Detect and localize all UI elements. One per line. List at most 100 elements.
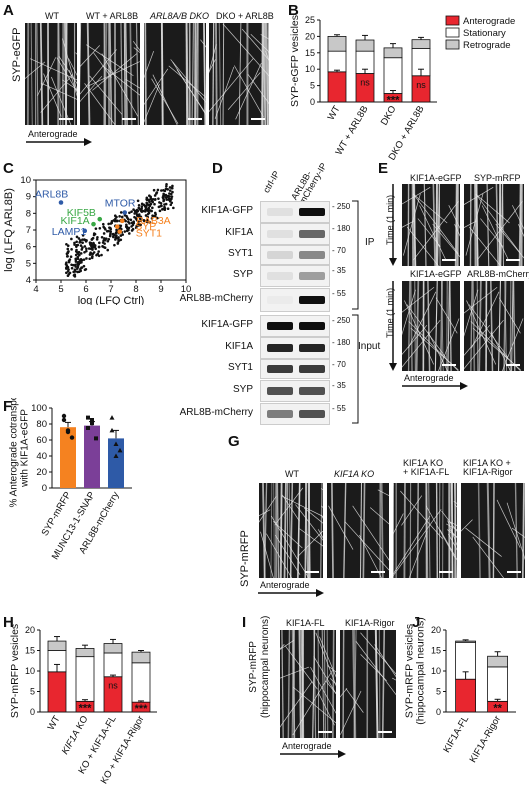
kymograph-e-arl8b bbox=[464, 281, 524, 371]
panel-a-arrow-label: Anterograde bbox=[28, 129, 78, 139]
bar-anterograde bbox=[455, 678, 476, 713]
protein-point bbox=[139, 223, 142, 227]
panel-g-col-3: KIF1A KO + KIF1A-FL bbox=[403, 458, 450, 477]
protein-point bbox=[75, 240, 78, 244]
kymograph-g-ko bbox=[327, 483, 389, 578]
protein-point bbox=[159, 205, 162, 208]
protein-point bbox=[91, 248, 94, 251]
scale-bar bbox=[371, 571, 385, 573]
x-tick-label: 5 bbox=[58, 284, 63, 295]
y-tick-label: 5 bbox=[310, 81, 315, 91]
bar-retrograde bbox=[487, 655, 508, 668]
protein-point bbox=[129, 218, 133, 222]
blot-band bbox=[267, 230, 293, 238]
protein-point bbox=[171, 190, 174, 194]
protein-point bbox=[140, 210, 144, 213]
protein-point bbox=[95, 238, 99, 241]
significance-label: *** bbox=[387, 94, 401, 106]
protein-point bbox=[73, 243, 76, 246]
y-tick-label: 10 bbox=[25, 666, 35, 676]
ip-input-brackets bbox=[352, 200, 359, 424]
bar-retrograde bbox=[383, 47, 403, 59]
protein-point bbox=[85, 247, 88, 250]
protein-point bbox=[74, 260, 78, 263]
y-tick-label: 10 bbox=[431, 666, 441, 676]
scale-bar bbox=[59, 118, 73, 120]
mw-marker: - 250 bbox=[332, 316, 351, 325]
protein-point bbox=[123, 230, 127, 233]
blot-strip bbox=[260, 315, 330, 337]
kymograph-a-wt bbox=[25, 23, 77, 125]
panel-g-ylabel: SYP-mRFP bbox=[239, 530, 251, 587]
bar-anterograde bbox=[327, 71, 347, 103]
protein-point bbox=[90, 255, 94, 259]
protein-point bbox=[92, 251, 96, 254]
highlight-label-syt1: SYT1 bbox=[136, 228, 162, 240]
protein-point bbox=[171, 184, 174, 188]
protein-point bbox=[119, 211, 123, 214]
protein-point bbox=[79, 240, 82, 244]
protein-point bbox=[113, 243, 116, 247]
bar-retrograde bbox=[355, 39, 375, 52]
panel-label-b: B bbox=[288, 2, 299, 19]
highlight-label-lamp1: LAMP1 bbox=[52, 226, 87, 238]
scale-bar bbox=[305, 571, 319, 573]
blot-band bbox=[299, 410, 325, 418]
kymograph-i-fl bbox=[280, 630, 336, 738]
panel-c-chart: 4 5 6 7 8 9 10 4 5 6 7 8 9 10 log (LFQ Ctrl) log (LFQ A… bbox=[3, 175, 191, 305]
mw-marker: - 180 bbox=[332, 224, 351, 233]
bar-retrograde bbox=[327, 35, 347, 52]
protein-point bbox=[118, 215, 121, 218]
panel-label-c: C bbox=[3, 160, 14, 177]
blot-row-label: SYP bbox=[232, 269, 253, 280]
blot-band bbox=[299, 387, 325, 395]
panel-label-i: I bbox=[242, 614, 247, 631]
highlight-label-kif1a: KIF1A bbox=[61, 215, 90, 227]
x-tick-label: WT bbox=[46, 714, 63, 732]
blot-strip bbox=[260, 201, 330, 223]
protein-point bbox=[67, 259, 71, 263]
protein-point bbox=[70, 266, 74, 270]
blot-strip bbox=[260, 403, 330, 425]
mw-marker: - 55 bbox=[332, 289, 346, 298]
panel-e-bottom-col-1: KIF1A-eGFP bbox=[410, 269, 462, 279]
data-point bbox=[65, 428, 71, 433]
blot-row-label: KIF1A-GFP bbox=[201, 319, 253, 330]
highlight-point-syp bbox=[114, 224, 120, 229]
highlight-label-arl8b: ARL8B bbox=[35, 189, 68, 201]
protein-point bbox=[140, 202, 144, 206]
protein-point bbox=[131, 223, 135, 227]
protein-point bbox=[109, 230, 112, 233]
y-axis-label: SYP-eGFP vesicles bbox=[289, 15, 301, 107]
protein-point bbox=[144, 214, 148, 217]
protein-point bbox=[116, 219, 119, 223]
x-tick-label: KIF1A-FL bbox=[441, 714, 471, 755]
blot-band bbox=[267, 365, 293, 373]
highlight-point-mtor bbox=[122, 210, 128, 215]
protein-point bbox=[135, 211, 138, 214]
protein-point bbox=[163, 203, 166, 206]
protein-point bbox=[97, 254, 101, 258]
blot-strip bbox=[260, 380, 330, 402]
protein-point bbox=[155, 191, 159, 194]
kymograph-g-ko-rigor bbox=[461, 483, 525, 578]
protein-point bbox=[132, 208, 135, 211]
protein-point bbox=[94, 227, 98, 230]
protein-point bbox=[74, 265, 77, 268]
protein-point bbox=[65, 261, 68, 264]
protein-point bbox=[153, 198, 157, 201]
y-tick-label: 20 bbox=[431, 625, 441, 635]
protein-point bbox=[88, 241, 92, 245]
protein-point bbox=[100, 235, 104, 239]
data-point bbox=[90, 421, 94, 426]
bar-stationary bbox=[327, 50, 347, 73]
x-tick-label: 7 bbox=[108, 284, 113, 295]
highlight-label-rab3a: RAB3A bbox=[136, 215, 170, 227]
y-tick-label: 60 bbox=[36, 435, 47, 446]
panel-e-arrow-label: Anterograde bbox=[404, 373, 454, 383]
protein-point bbox=[119, 238, 123, 242]
panel-a-col-4: DKO + ARL8B bbox=[216, 11, 274, 21]
blot-band bbox=[299, 322, 325, 330]
data-point bbox=[61, 413, 67, 419]
blot-band bbox=[267, 410, 293, 418]
